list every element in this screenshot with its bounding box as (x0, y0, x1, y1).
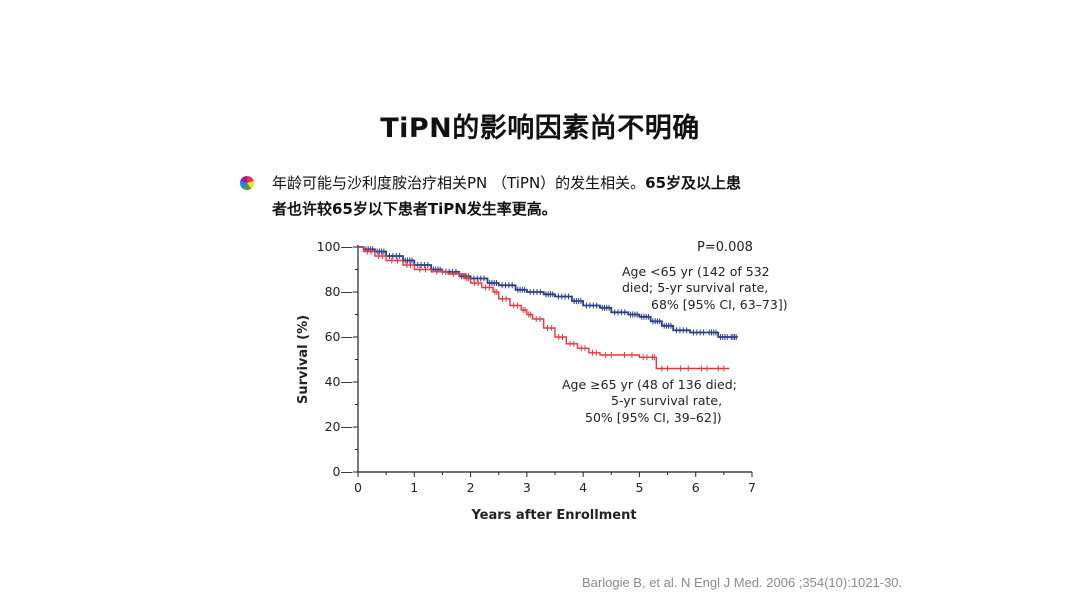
x-tick-label: 5 (635, 480, 643, 495)
series-line-under-65 (358, 246, 738, 338)
series-line-65-and-over (358, 246, 730, 370)
y-tick-label: 100— (317, 239, 353, 254)
citation: Barlogie B, et al. N Engl J Med. 2006 ;3… (582, 575, 903, 590)
annotation-under-65: Age <65 yr (142 of 532 (622, 264, 770, 279)
p-value-label: P=0.008 (697, 240, 753, 255)
annotation-65-and-over: Age ≥65 yr (48 of 136 died; (562, 377, 737, 392)
slide-title: TiPN的影响因素尚不明确 (380, 113, 700, 144)
x-tick-label: 4 (579, 480, 587, 495)
x-tick-label: 2 (467, 480, 475, 495)
bullet-text-plain: 年龄可能与沙利度胺治疗相关PN （TiPN）的发生相关。 (272, 174, 646, 192)
annotation-65-and-over: 50% [95% CI, 39–62]) (585, 410, 722, 425)
annotation-65-and-over: 5-yr survival rate, (611, 393, 722, 408)
y-tick-label: 60— (325, 329, 353, 344)
y-tick-label: 40— (325, 374, 353, 389)
y-tick-label: 80— (325, 284, 353, 299)
x-tick-label: 0 (354, 480, 362, 495)
x-axis-label: Years after Enrollment (470, 508, 636, 523)
x-tick-label: 6 (692, 480, 700, 495)
bullet-text-bold: 65岁及以上患 (645, 174, 742, 192)
x-tick-label: 3 (523, 480, 531, 495)
annotation-under-65: 68% [95% CI, 63–73]) (651, 297, 788, 312)
bullet-text-line-1: 年龄可能与沙利度胺治疗相关PN （TiPN）的发生相关。65岁及以上患 (272, 173, 741, 193)
y-tick-label: 20— (325, 419, 353, 434)
annotation-under-65: died; 5-yr survival rate, (622, 280, 768, 295)
x-tick-label: 1 (410, 480, 418, 495)
bullet-icon (240, 176, 254, 190)
bullet-text-line-2: 者也许较65岁以下患者TiPN发生率更高。 (272, 200, 557, 218)
x-tick-label: 7 (748, 480, 756, 495)
y-axis-label: Survival (%) (296, 315, 311, 404)
y-tick-label: 0— (333, 464, 353, 479)
